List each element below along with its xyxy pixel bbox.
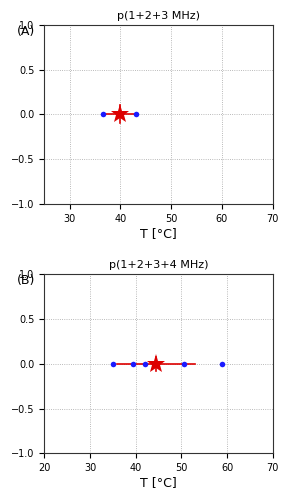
Text: (B): (B) bbox=[17, 274, 35, 287]
Title: p(1+2+3 MHz): p(1+2+3 MHz) bbox=[117, 11, 200, 21]
Title: p(1+2+3+4 MHz): p(1+2+3+4 MHz) bbox=[109, 260, 208, 270]
X-axis label: T [°C]: T [°C] bbox=[140, 476, 177, 489]
X-axis label: T [°C]: T [°C] bbox=[140, 226, 177, 239]
Text: (A): (A) bbox=[17, 24, 35, 38]
